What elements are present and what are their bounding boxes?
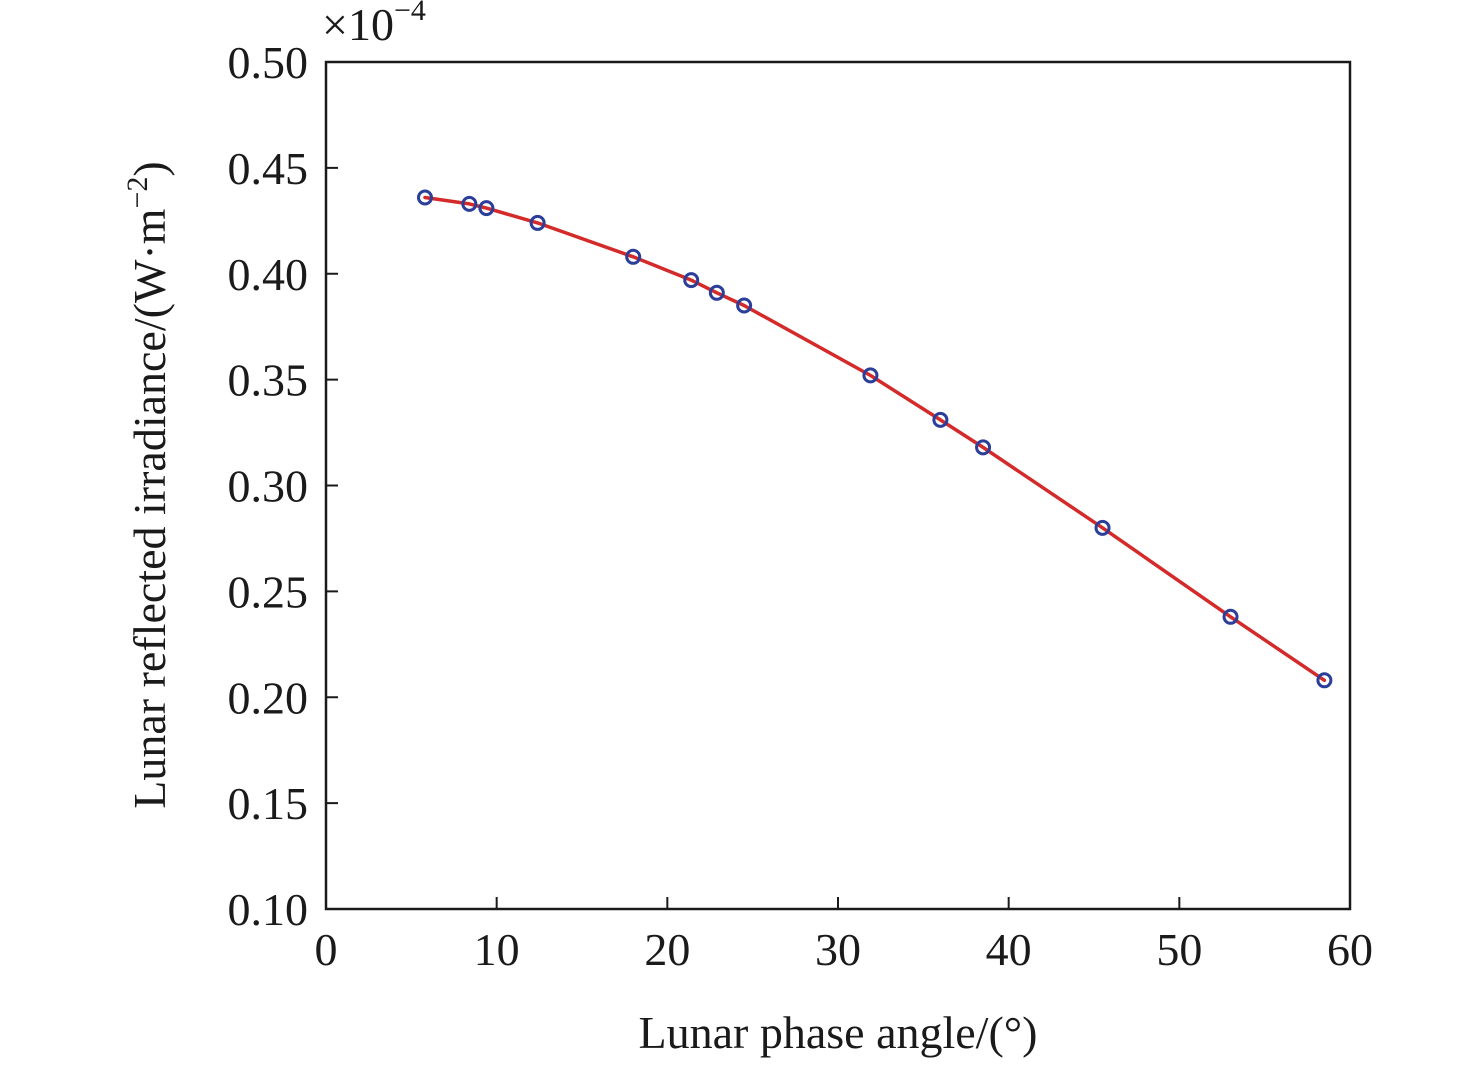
y-tick-label: 0.40 <box>228 249 309 300</box>
y-tick-label: 0.45 <box>228 143 309 194</box>
data-point <box>683 272 700 289</box>
y-tick-label: 0.20 <box>228 672 309 723</box>
y-axis-label-main: Lunar reflected irradiance/(W·m <box>124 208 175 808</box>
plot-area-border <box>324 60 1352 911</box>
x-tick-label: 40 <box>986 924 1032 975</box>
data-point <box>416 189 433 206</box>
y-tick-label: 0.35 <box>228 355 309 406</box>
x-axis: 0 10 20 30 40 50 60 <box>315 897 1373 975</box>
plot-frame <box>324 60 1352 911</box>
data-point <box>1094 519 1111 536</box>
x-tick-label: 20 <box>644 924 690 975</box>
fit-curve <box>423 195 1327 683</box>
data-point <box>625 248 642 265</box>
data-point <box>975 439 992 456</box>
y-multiplier-label: ×10−4 <box>322 0 426 50</box>
y-multiplier-exponent: −4 <box>394 0 426 27</box>
x-axis-label: Lunar phase angle/(°) <box>639 1007 1038 1058</box>
data-point <box>708 284 725 301</box>
y-tick-label: 0.30 <box>228 461 309 512</box>
y-tick-label: 0.25 <box>228 566 309 617</box>
data-point <box>862 367 879 384</box>
data-point <box>461 195 478 212</box>
x-tick-label: 60 <box>1327 924 1373 975</box>
data-point <box>529 214 546 231</box>
x-tick-label: 0 <box>315 924 338 975</box>
y-axis-label: Lunar reflected irradiance/(W·m−2) <box>121 161 175 808</box>
series-points-group <box>416 189 1333 689</box>
x-tick-label: 50 <box>1156 924 1202 975</box>
y-axis: 0.10 0.15 0.20 0.25 0.30 0.35 0.40 0.45 0.50 <box>228 37 338 935</box>
data-point <box>932 411 949 428</box>
y-axis-label-close: ) <box>124 161 175 176</box>
y-multiplier-base: ×10 <box>322 0 394 50</box>
data-point <box>736 297 753 314</box>
data-point <box>1316 672 1333 689</box>
y-axis-label-superscript: −2 <box>121 177 154 209</box>
y-tick-label: 0.10 <box>228 884 309 935</box>
data-point <box>478 200 495 217</box>
series-line-group <box>423 195 1327 683</box>
y-tick-label: 0.50 <box>228 37 309 88</box>
x-tick-label: 10 <box>474 924 520 975</box>
y-tick-label: 0.15 <box>228 778 309 829</box>
data-point <box>1222 608 1239 625</box>
x-tick-label: 30 <box>815 924 861 975</box>
